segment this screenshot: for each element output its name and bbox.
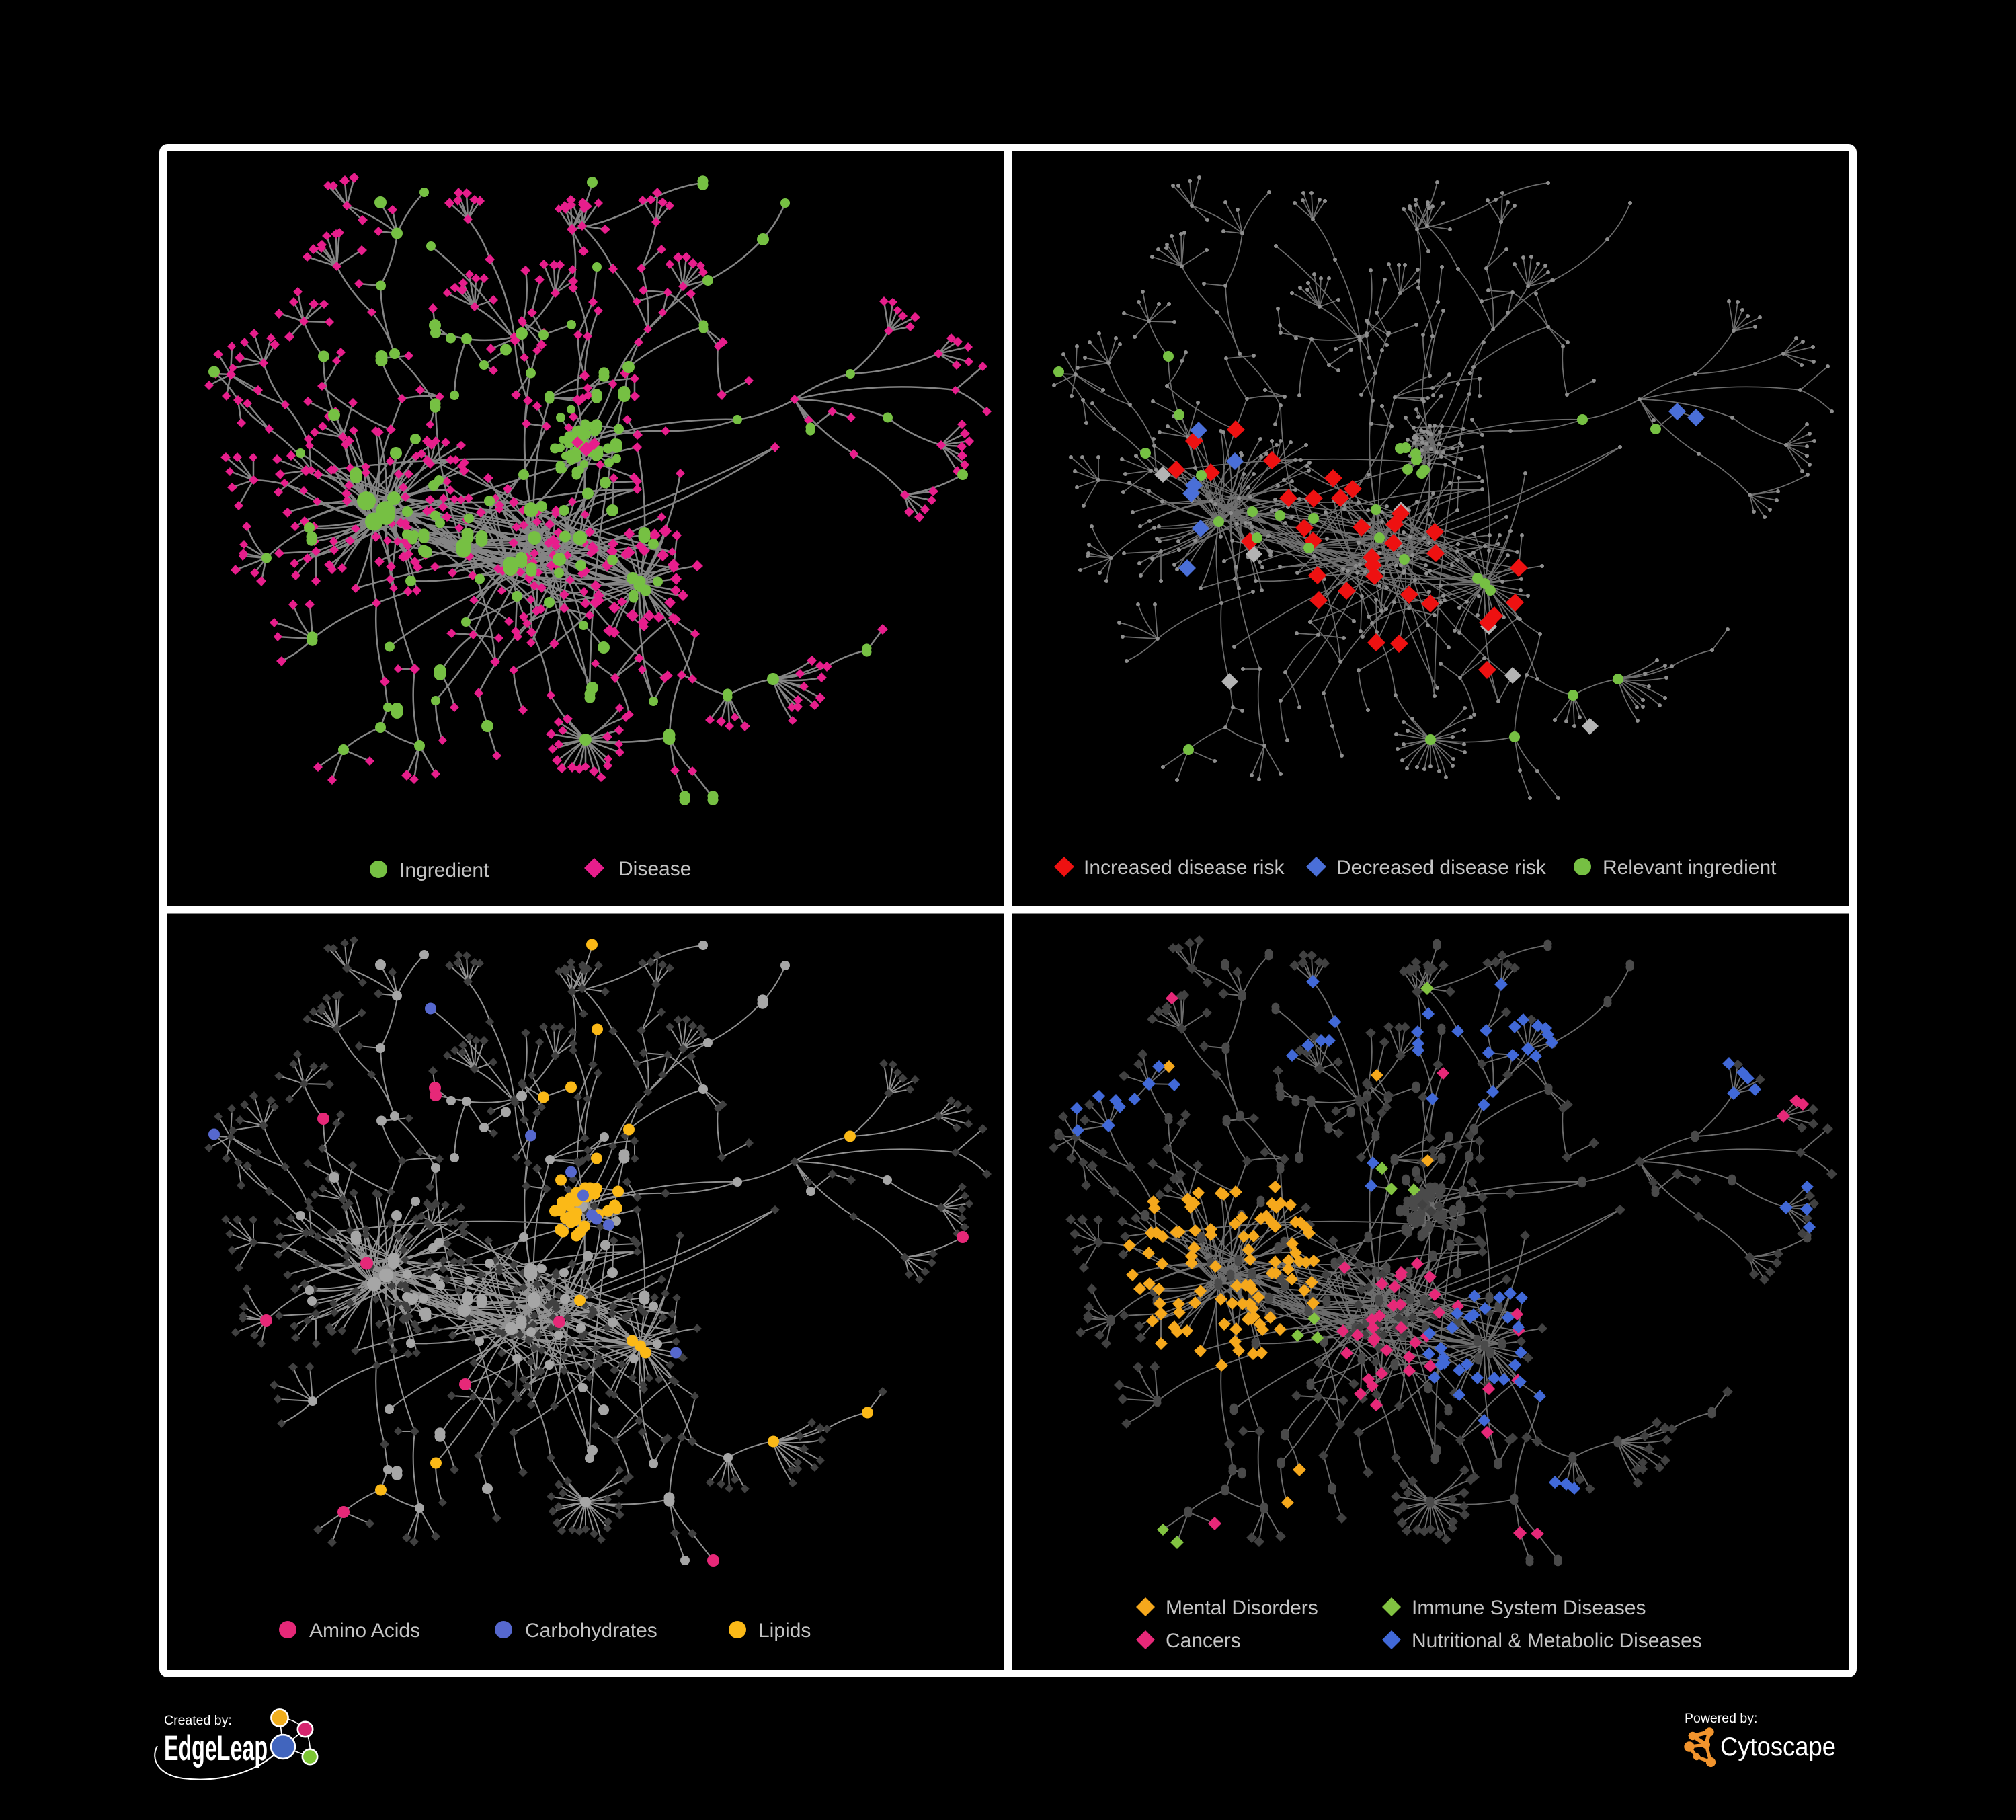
svg-text:Cancers: Cancers bbox=[1166, 1630, 1241, 1652]
svg-text:Created by:: Created by: bbox=[164, 1713, 232, 1728]
svg-text:Relevant ingredient: Relevant ingredient bbox=[1603, 857, 1777, 879]
svg-text:Cytoscape: Cytoscape bbox=[1720, 1733, 1836, 1762]
svg-text:Carbohydrates: Carbohydrates bbox=[525, 1620, 657, 1642]
svg-text:Lipids: Lipids bbox=[758, 1620, 811, 1642]
svg-text:Immune System Diseases: Immune System Diseases bbox=[1412, 1597, 1646, 1619]
svg-text:Increased disease risk: Increased disease risk bbox=[1084, 857, 1285, 879]
svg-text:Nutritional & Metabolic Diseas: Nutritional & Metabolic Diseases bbox=[1412, 1630, 1702, 1652]
svg-text:Ingredient: Ingredient bbox=[399, 859, 489, 881]
svg-text:Disease: Disease bbox=[618, 858, 691, 880]
svg-text:Amino Acids: Amino Acids bbox=[309, 1620, 420, 1642]
svg-text:Mental Disorders: Mental Disorders bbox=[1166, 1597, 1318, 1619]
svg-text:Powered by:: Powered by: bbox=[1685, 1711, 1757, 1726]
svg-text:EdgeLeap: EdgeLeap bbox=[164, 1729, 268, 1768]
svg-text:Decreased disease risk: Decreased disease risk bbox=[1336, 857, 1547, 879]
